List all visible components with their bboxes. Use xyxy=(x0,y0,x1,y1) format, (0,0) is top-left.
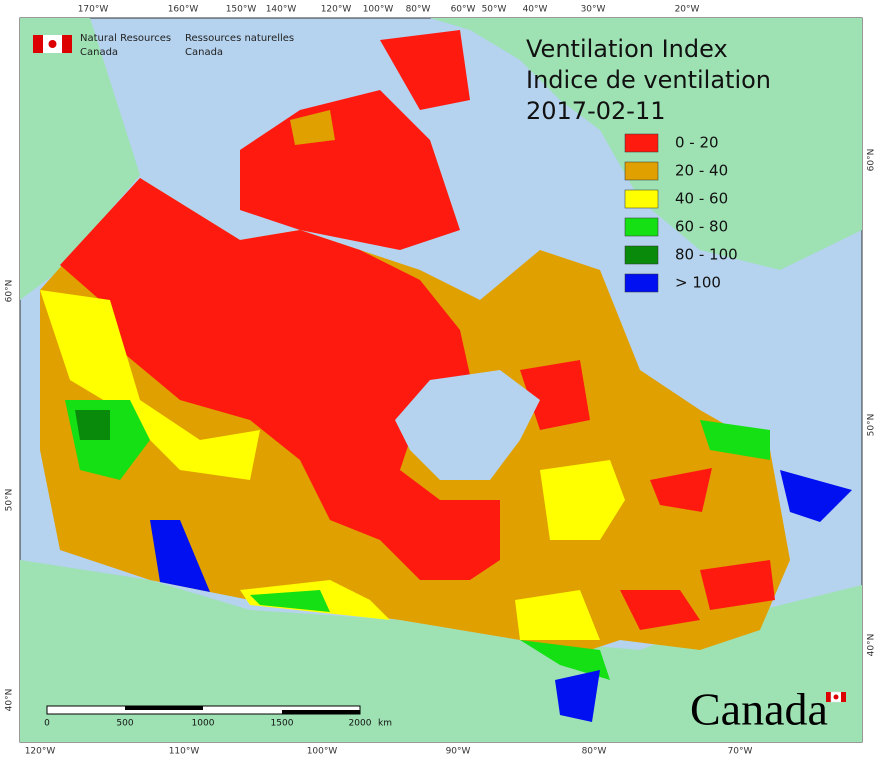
lat-label-left: 60°N xyxy=(5,280,15,303)
lon-label-top: 80°W xyxy=(406,5,431,15)
wordmark: Canada xyxy=(690,684,828,735)
agency-en: Canada xyxy=(80,47,118,58)
lon-label-top: 160°W xyxy=(168,5,199,15)
scale-label: 1500 xyxy=(271,719,294,729)
legend-label: 20 - 40 xyxy=(675,162,728,180)
lon-label-bottom: 80°W xyxy=(582,747,607,757)
ventilation-zones xyxy=(40,30,852,722)
legend-label: 60 - 80 xyxy=(675,218,728,236)
title-line: 2017-02-11 xyxy=(526,97,665,125)
lat-label-right: 60°N xyxy=(867,149,877,172)
lon-label-top: 40°W xyxy=(523,5,548,15)
lat-label-left: 40°N xyxy=(5,689,15,712)
lat-label-left: 50°N xyxy=(5,489,15,512)
scale-label: 1000 xyxy=(192,719,215,729)
lon-label-top: 140°W xyxy=(266,5,297,15)
legend-swatch xyxy=(624,273,659,293)
lon-label-top: 150°W xyxy=(226,5,257,15)
lon-label-bottom: 120°W xyxy=(25,747,56,757)
scale-label: 500 xyxy=(116,719,133,729)
legend-label: 40 - 60 xyxy=(675,190,728,208)
lon-label-bottom: 90°W xyxy=(446,747,471,757)
lat-label-right: 50°N xyxy=(867,414,877,437)
wordmark-flag xyxy=(826,691,846,703)
title-line: Indice de ventilation xyxy=(526,66,771,94)
agency-fr: Canada xyxy=(185,47,223,58)
scale-bar xyxy=(46,705,361,715)
agency-en: Natural Resources xyxy=(80,33,171,44)
lon-label-top: 100°W xyxy=(363,5,394,15)
lon-label-bottom: 110°W xyxy=(169,747,200,757)
legend-swatch xyxy=(624,133,659,153)
lon-label-top: 60°W xyxy=(451,5,476,15)
legend-swatch xyxy=(624,189,659,209)
title-line: Ventilation Index xyxy=(526,35,728,63)
legend-swatch xyxy=(624,217,659,237)
legend-label: > 100 xyxy=(675,274,721,292)
lon-label-top: 20°W xyxy=(675,5,700,15)
lon-label-top: 30°W xyxy=(581,5,606,15)
legend-label: 80 - 100 xyxy=(675,246,738,264)
lon-label-bottom: 100°W xyxy=(307,747,338,757)
nrcan-flag xyxy=(33,35,72,53)
agency-fr: Ressources naturelles xyxy=(185,33,294,44)
scale-unit: km xyxy=(378,719,392,729)
lon-label-top: 120°W xyxy=(321,5,352,15)
legend-swatch xyxy=(624,245,659,265)
lon-label-bottom: 70°W xyxy=(728,747,753,757)
legend-label: 0 - 20 xyxy=(675,134,719,152)
lon-label-top: 170°W xyxy=(78,5,109,15)
scale-label: 2000 xyxy=(349,719,372,729)
lon-label-top: 50°W xyxy=(482,5,507,15)
lat-label-right: 40°N xyxy=(867,634,877,657)
scale-label: 0 xyxy=(44,719,50,729)
legend-swatch xyxy=(624,161,659,181)
